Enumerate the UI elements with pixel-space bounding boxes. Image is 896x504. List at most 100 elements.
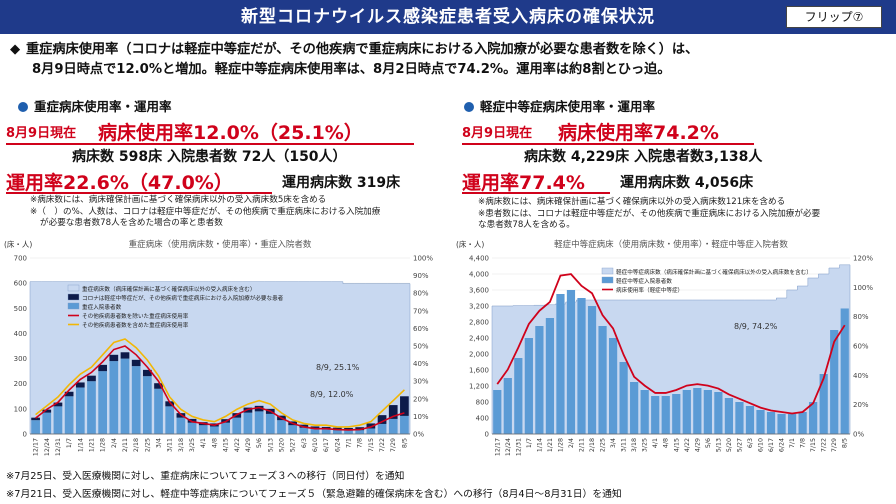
patients-bar	[400, 415, 409, 434]
patients-bar	[787, 414, 797, 434]
patients-bar	[299, 427, 309, 434]
x-tick-label: 12/17	[494, 438, 501, 456]
patients-bar	[321, 429, 331, 434]
y-tick-label: 100	[14, 405, 27, 413]
x-tick-label: 4/22	[684, 438, 691, 452]
x-tick-label: 7/29	[831, 438, 838, 452]
chart-title: 重症病床（使用病床数・使用率）・重症入院者数	[129, 239, 312, 250]
other-disease-bar	[31, 417, 40, 421]
right-notes: ※病床数には、病床確保計画に基づく確保病床以外の受入病床数121床を含める ※患…	[478, 197, 821, 231]
x-tick-label: 1/14	[77, 438, 84, 452]
right-ops-beds: 運用病床数 4,056床	[620, 175, 754, 191]
patients-bar	[640, 390, 649, 434]
x-tick-label: 3/11	[621, 438, 628, 452]
patients-bar	[682, 390, 691, 434]
x-tick-label: 5/27	[736, 438, 743, 452]
right-beds-stat: 病床数 4,229床 入院患者数3,138人	[524, 149, 763, 165]
other-disease-bar	[87, 375, 96, 382]
left-usage-underline	[6, 143, 414, 145]
patients-bar	[840, 308, 849, 434]
legend-label: 重症病床数（病床確保計画に基づく確保病床以外の受入病床を含む）	[82, 285, 255, 293]
y-axis-unit: (床・人)	[456, 239, 484, 249]
patients-bar	[131, 366, 141, 434]
y2-tick-label: 60%	[853, 343, 869, 351]
x-tick-label: 6/3	[301, 438, 308, 448]
patients-bar	[288, 425, 298, 434]
legend-swatch	[601, 267, 614, 275]
x-tick-label: 6/17	[768, 438, 775, 452]
y-tick-label: 600	[14, 280, 27, 288]
legend-swatch	[67, 293, 80, 301]
diamond-icon: ◆	[10, 42, 21, 57]
y-tick-label: 800	[476, 399, 489, 407]
patients-bar	[109, 361, 119, 434]
legend-label: コロナは軽症中等症だが、その他疾病で重症病床における入院加療が必要な患者	[82, 294, 284, 302]
y2-tick-label: 40%	[413, 360, 429, 368]
patients-bar	[672, 394, 681, 434]
left-ops-underline	[6, 192, 272, 194]
patients-bar	[154, 388, 163, 434]
patients-bar	[142, 376, 152, 434]
x-tick-label: 5/6	[256, 438, 263, 448]
x-tick-label: 3/4	[156, 438, 163, 448]
x-tick-label: 6/17	[323, 438, 330, 452]
legend-label: その他疾病患者数を除いた重症病床使用率	[82, 312, 189, 320]
x-tick-label: 4/1	[200, 438, 207, 448]
patients-bar	[344, 430, 353, 434]
patients-bar	[514, 358, 523, 434]
patients-bar	[619, 362, 628, 434]
patients-bar	[64, 396, 74, 434]
x-tick-label: 4/29	[245, 438, 252, 452]
other-disease-bar	[131, 359, 141, 367]
patients-bar	[587, 306, 597, 434]
x-tick-label: 2/25	[600, 438, 607, 452]
rate-incl-line	[35, 338, 405, 428]
patients-bar	[830, 330, 839, 434]
title-bar	[0, 0, 896, 34]
annotation-label: 8/9, 12.0%	[310, 390, 354, 399]
patients-bar	[254, 411, 264, 434]
x-tick-label: 12/24	[505, 438, 512, 456]
x-tick-label: 6/10	[312, 438, 319, 452]
x-tick-label: 7/15	[368, 438, 375, 452]
x-tick-label: 2/18	[589, 438, 596, 452]
other-disease-bar	[388, 405, 398, 419]
patients-bar	[232, 417, 242, 434]
left-beds-stat: 病床数 598床 入院患者数 72人（150人）	[72, 149, 347, 165]
x-tick-label: 5/20	[278, 438, 285, 452]
patients-bar	[608, 338, 618, 434]
other-disease-bar	[98, 364, 108, 372]
other-disease-bar	[310, 426, 320, 429]
y-tick-label: 500	[14, 305, 27, 313]
y2-tick-label: 0%	[853, 431, 864, 439]
y-tick-label: 2,800	[469, 319, 489, 327]
x-tick-label: 4/8	[211, 438, 218, 448]
y-tick-label: 2,400	[469, 335, 489, 343]
x-tick-label: 7/29	[390, 438, 397, 452]
patients-bar	[535, 326, 544, 434]
patients-bar	[577, 298, 586, 434]
patients-bar	[42, 412, 52, 434]
x-tick-label: 6/10	[758, 438, 765, 452]
y2-tick-label: 70%	[413, 307, 429, 315]
patients-bar	[630, 382, 639, 434]
y2-tick-label: 90%	[413, 272, 429, 280]
moderate-bed-chart: 軽症中等症病床（使用病床数・使用率）・軽症中等症入院者数 (床・人) 0 400 800…	[456, 239, 873, 456]
y-tick-label: 300	[14, 355, 27, 363]
patients-bar	[221, 422, 230, 434]
flip-badge: フリップ⑦	[786, 6, 882, 28]
footnote-2: ※7月21日、受入医療機関に対し、軽症中等症病床についてフェーズ５（緊急避難的確…	[6, 489, 622, 500]
x-tick-label: 12/31	[55, 438, 62, 456]
x-tick-label: 2/11	[122, 438, 129, 452]
other-disease-bar	[355, 427, 365, 431]
y-tick-label: 1,600	[469, 367, 489, 375]
y2-tick-label: 20%	[413, 395, 429, 403]
x-tick-label: 1/21	[547, 438, 554, 452]
legend-swatch	[67, 284, 80, 292]
x-tick-label: 1/7	[526, 438, 533, 448]
bullet-dot-icon	[18, 102, 28, 112]
x-tick-label: 5/13	[715, 438, 722, 452]
summary-line-1: 重症病床使用率（コロナは軽症中等症だが、その他疾病で重症病床における入院加療が必…	[26, 42, 699, 57]
patients-bar	[75, 387, 85, 434]
rate-line	[496, 273, 846, 415]
